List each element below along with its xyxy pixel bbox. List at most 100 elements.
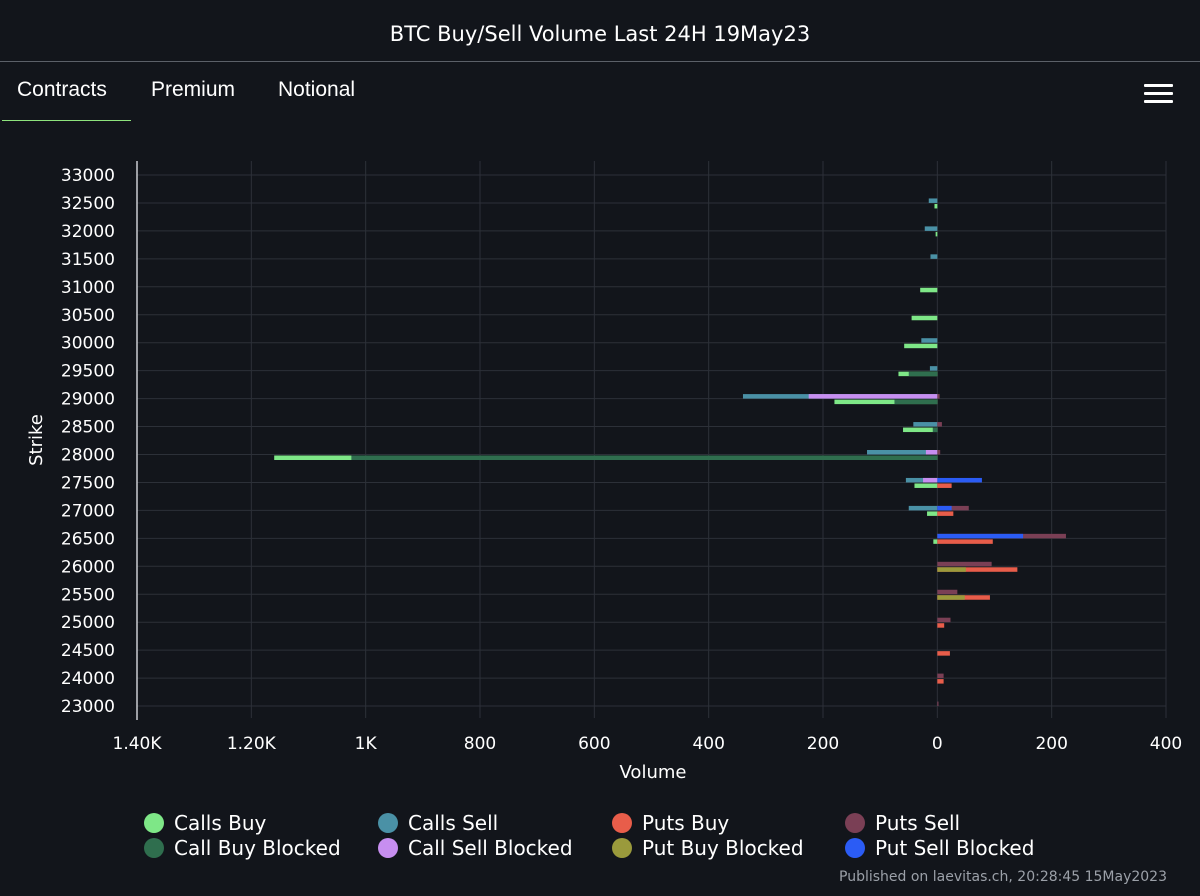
volume-chart: 1.40K 1.20K 1K 800 600 400 200 0 200 400 33000 3250… xyxy=(26,161,1182,783)
y-tick-label: 25000 xyxy=(61,613,115,633)
bar-calls-buy xyxy=(933,539,938,544)
x-axis-title: Volume xyxy=(620,762,687,783)
bar-calls-buy xyxy=(834,399,938,405)
y-tick-label: 31500 xyxy=(61,250,115,270)
bar-puts-sell xyxy=(937,422,942,427)
bar-calls-sell xyxy=(924,226,938,231)
y-tick-label: 26500 xyxy=(61,529,115,549)
tab-premium[interactable]: Premium xyxy=(151,78,236,101)
bar-put-sell-blocked xyxy=(937,477,982,483)
bar-call-buy-blocked xyxy=(932,427,938,433)
legend-label: Calls Sell xyxy=(408,811,499,835)
bar-calls-buy xyxy=(903,427,938,433)
bar-puts-sell xyxy=(937,617,951,623)
legend-label: Call Sell Blocked xyxy=(408,836,573,860)
legend-label: Puts Buy xyxy=(642,811,730,835)
legend-dot xyxy=(612,838,632,858)
y-tick-label: 25500 xyxy=(61,585,115,605)
bar-calls-sell xyxy=(930,254,938,259)
legend-label: Put Sell Blocked xyxy=(875,836,1035,860)
bar-calls-sell xyxy=(913,422,938,427)
hamburger-menu-icon[interactable] xyxy=(1144,84,1174,106)
x-tick-label: 1K xyxy=(355,734,378,754)
legend-dot xyxy=(845,838,865,858)
bar-puts-sell xyxy=(937,394,940,399)
bar-calls-sell xyxy=(905,477,938,483)
x-tick-label: 200 xyxy=(807,734,839,754)
chart-title: BTC Buy/Sell Volume Last 24H 19May23 xyxy=(389,22,811,46)
bar-calls-buy xyxy=(914,483,938,488)
y-tick-label: 33000 xyxy=(61,166,115,186)
x-tick-label: 1.40K xyxy=(113,734,163,754)
bar-calls-sell xyxy=(928,198,938,203)
y-tick-label: 26000 xyxy=(61,557,115,577)
x-tick-label: 200 xyxy=(1035,734,1067,754)
y-tick-label: 32500 xyxy=(61,194,115,214)
x-tick-label: 0 xyxy=(932,734,943,754)
bar-put-sell-blocked xyxy=(937,533,1024,539)
legend-dot xyxy=(144,838,164,858)
legend-puts-sell[interactable]: Puts Sell xyxy=(845,811,960,835)
bar-calls-buy xyxy=(904,343,938,349)
bar-calls-sell xyxy=(929,366,938,371)
tab-contracts[interactable]: Contracts xyxy=(2,76,131,121)
legend-dot xyxy=(144,813,164,833)
tab-notional[interactable]: Notional xyxy=(278,78,356,101)
bar-call-buy-blocked xyxy=(908,371,938,377)
bar-puts-sell xyxy=(937,505,969,511)
bar-put-buy-blocked xyxy=(937,567,966,572)
bar-calls-sell xyxy=(867,450,938,455)
y-tick-label: 27500 xyxy=(61,473,115,493)
legend-puts-buy[interactable]: Puts Buy xyxy=(612,811,729,835)
menu-line xyxy=(1144,84,1173,87)
legend-label: Puts Sell xyxy=(875,811,961,835)
legend-put-buy-blocked[interactable]: Put Buy Blocked xyxy=(612,836,804,860)
y-tick-label: 30000 xyxy=(61,334,115,354)
bar-puts-buy xyxy=(937,679,944,684)
x-tick-label: 800 xyxy=(464,734,496,754)
y-tick-label: 29500 xyxy=(61,362,115,382)
legend-call-buy-blocked[interactable]: Call Buy Blocked xyxy=(144,836,341,860)
legend-calls-buy[interactable]: Calls Buy xyxy=(144,811,266,835)
title-divider xyxy=(0,61,1200,62)
y-tick-label: 24000 xyxy=(61,669,115,689)
bar-puts-buy xyxy=(937,651,950,656)
y-tick-label: 24500 xyxy=(61,641,115,661)
y-tick-label: 29000 xyxy=(61,390,115,410)
bar-puts-sell xyxy=(937,561,992,567)
y-tick-label: 28500 xyxy=(61,418,115,438)
legend-calls-sell[interactable]: Calls Sell xyxy=(378,811,498,835)
bar-put-buy-blocked xyxy=(937,595,965,600)
bar-puts-sell xyxy=(937,589,958,595)
bar-calls-buy xyxy=(911,315,938,321)
legend-dot xyxy=(378,813,398,833)
bar-call-sell-blocked xyxy=(808,394,938,399)
bar-calls-buy xyxy=(934,203,938,209)
legend-label: Put Buy Blocked xyxy=(642,836,804,860)
legend-label: Calls Buy xyxy=(174,811,267,835)
legend-label: Call Buy Blocked xyxy=(174,836,341,860)
bar-calls-buy xyxy=(920,287,938,293)
bar-calls-buy xyxy=(935,231,938,237)
x-tick-label: 600 xyxy=(578,734,610,754)
y-tick-label: 27000 xyxy=(61,501,115,521)
bar-puts-buy xyxy=(937,623,945,628)
x-tick-label: 400 xyxy=(1150,734,1182,754)
menu-line xyxy=(1144,92,1173,95)
bar-calls-buy xyxy=(927,511,938,516)
legend-dot xyxy=(378,838,398,858)
bar-puts-sell xyxy=(937,673,944,679)
published-credit: Published on laevitas.ch, 20:28:45 15May… xyxy=(839,869,1167,885)
bar-call-buy-blocked xyxy=(894,399,938,405)
bar-calls-sell xyxy=(908,505,938,511)
bar-puts-sell xyxy=(937,450,941,455)
bar-call-sell-blocked xyxy=(923,477,938,483)
bar-puts-sell xyxy=(937,701,939,707)
bar-puts-buy xyxy=(937,567,1018,572)
legend-put-sell-blocked[interactable]: Put Sell Blocked xyxy=(845,836,1034,860)
bar-call-buy-blocked xyxy=(351,455,938,460)
y-tick-label: 32000 xyxy=(61,222,115,242)
legend-call-sell-blocked[interactable]: Call Sell Blocked xyxy=(378,836,573,860)
bar-puts-buy xyxy=(937,511,954,516)
legend-dot xyxy=(845,813,865,833)
